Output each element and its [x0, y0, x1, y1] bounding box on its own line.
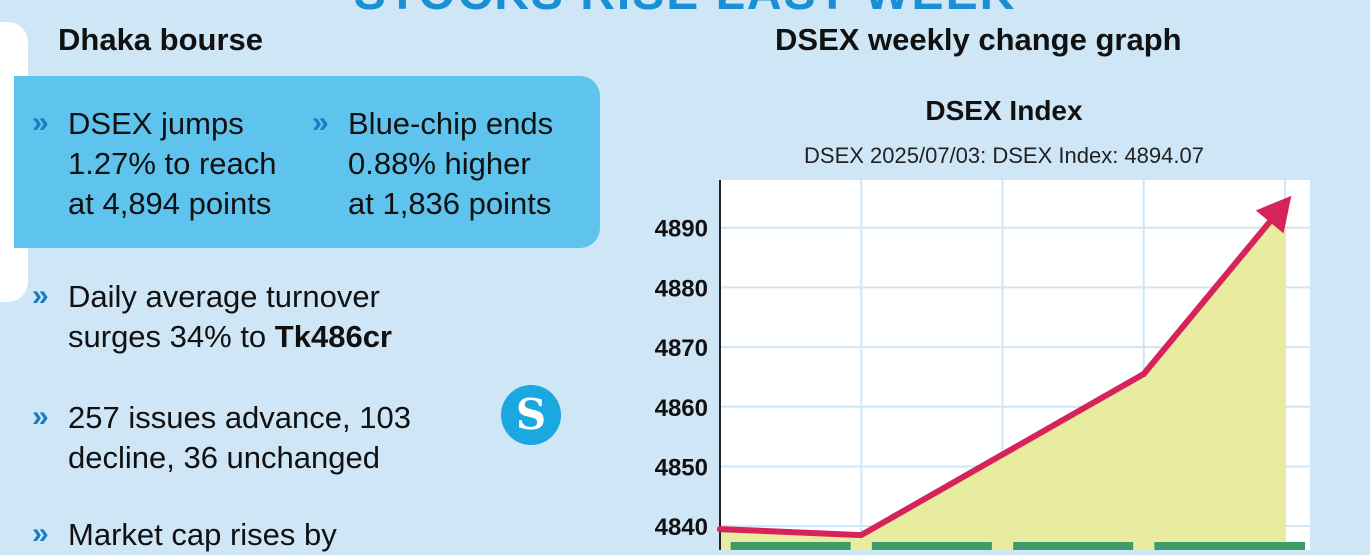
y-tick-label: 4880 [655, 275, 708, 302]
data-point [999, 451, 1006, 458]
area-fill [720, 203, 1285, 550]
box-bullet-text: DSEX jumps 1.27% to reach at 4,894 point… [68, 106, 277, 221]
bullet-turnover: » Daily average turnover surges 34% to T… [32, 277, 392, 357]
chevron-icon: » [32, 517, 49, 550]
y-tick-label: 4870 [655, 335, 708, 362]
bullet-marketcap: » Market cap rises by [32, 515, 337, 555]
bullet-text: Market cap rises by [68, 517, 337, 552]
banner-title: STOCKS RISE LAST WEEK [0, 0, 1370, 21]
y-tick-label: 4840 [655, 514, 708, 541]
bottom-bar [1154, 542, 1275, 550]
chevron-icon: » [32, 279, 49, 312]
data-point [858, 532, 865, 539]
arrow-head-icon [1255, 195, 1292, 234]
data-point [1140, 370, 1147, 377]
chart-heading: DSEX weekly change graph [775, 22, 1182, 57]
bullet-issues: » 257 issues advance, 103 decline, 36 un… [32, 398, 411, 478]
left-heading: Dhaka bourse [58, 22, 264, 57]
bottom-bar [1013, 542, 1134, 550]
chevron-icon: » [32, 106, 49, 139]
bottom-bar [730, 542, 851, 550]
box-bullet-bluechip: » Blue-chip ends 0.88% higher at 1,836 p… [312, 104, 553, 224]
bottom-bar [1225, 542, 1305, 550]
chevron-icon: » [312, 106, 329, 139]
bullet-text: 257 issues advance, 103 decline, 36 unch… [68, 400, 411, 475]
data-point [717, 526, 723, 533]
bottom-bar [871, 542, 992, 550]
y-tick-label: 4860 [655, 395, 708, 422]
logo-icon: S [501, 385, 561, 445]
chevron-icon: » [32, 400, 49, 433]
chart-subtitle: DSEX 2025/07/03: DSEX Index: 4894.07 [804, 143, 1204, 168]
bullet-bold-value: Tk486cr [274, 319, 393, 354]
highlight-panel [14, 76, 600, 248]
bullet-text: Daily average turnover surges 34% to Tk4… [68, 279, 393, 354]
box-bullet-dsex: » DSEX jumps 1.27% to reach at 4,894 poi… [32, 104, 277, 224]
y-tick-label: 4890 [655, 216, 708, 243]
box-bullet-text: Blue-chip ends 0.88% higher at 1,836 poi… [348, 106, 554, 221]
y-tick-label: 4850 [655, 454, 708, 481]
chart-title: DSEX Index [925, 95, 1083, 126]
